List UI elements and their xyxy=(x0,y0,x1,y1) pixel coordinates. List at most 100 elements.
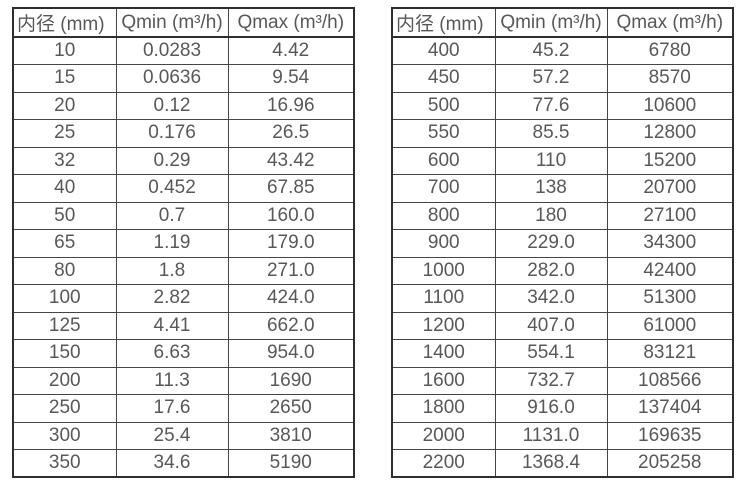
table-row: 700 138 20700 xyxy=(391,174,734,203)
data-cell: 1368.4 xyxy=(494,449,608,478)
data-cell: 1100 xyxy=(391,284,496,313)
data-cell: 400 xyxy=(391,36,496,65)
data-cell: 43.42 xyxy=(227,146,355,175)
table-row: 450 57.2 8570 xyxy=(391,64,734,93)
data-cell: 5190 xyxy=(227,449,355,478)
data-cell: 0.12 xyxy=(115,91,229,120)
table-row: 10 0.0283 4.42 xyxy=(12,36,355,65)
data-cell: 2200 xyxy=(391,449,496,478)
data-cell: 10600 xyxy=(606,91,734,120)
data-cell: 26.5 xyxy=(227,119,355,148)
table-row: 40 0.452 67.85 xyxy=(12,174,355,203)
table-header: 内径 (mm) Qmin (m³/h) Qmax (m³/h) xyxy=(391,7,734,38)
data-cell: 67.85 xyxy=(227,174,355,203)
data-cell: 6.63 xyxy=(115,339,229,368)
table-row: 1400 554.1 83121 xyxy=(391,339,734,368)
data-cell: 1131.0 xyxy=(494,421,608,450)
data-cell: 45.2 xyxy=(494,36,608,65)
table-row: 550 85.5 12800 xyxy=(391,119,734,148)
data-cell: 554.1 xyxy=(494,339,608,368)
data-cell: 16.96 xyxy=(227,91,355,120)
data-cell: 15 xyxy=(12,64,117,93)
column-header: 内径 (mm) xyxy=(12,7,117,38)
table-row: 1600 732.7 108566 xyxy=(391,366,734,395)
table-row: 1100 342.0 51300 xyxy=(391,284,734,313)
data-cell: 6780 xyxy=(606,36,734,65)
table-row: 32 0.29 43.42 xyxy=(12,146,355,175)
data-cell: 0.0636 xyxy=(115,64,229,93)
table-row: 200 11.3 1690 xyxy=(12,366,355,395)
data-cell: 200 xyxy=(12,366,117,395)
table-row: 1200 407.0 61000 xyxy=(391,311,734,340)
data-cell: 900 xyxy=(391,229,496,258)
data-cell: 80 xyxy=(12,256,117,285)
data-cell: 500 xyxy=(391,91,496,120)
data-cell: 407.0 xyxy=(494,311,608,340)
data-cell: 916.0 xyxy=(494,394,608,423)
data-cell: 4.42 xyxy=(227,36,355,65)
data-cell: 2.82 xyxy=(115,284,229,313)
data-cell: 0.7 xyxy=(115,201,229,230)
data-cell: 4.41 xyxy=(115,311,229,340)
table-row: 50 0.7 160.0 xyxy=(12,201,355,230)
table-row: 65 1.19 179.0 xyxy=(12,229,355,258)
data-cell: 17.6 xyxy=(115,394,229,423)
data-cell: 1600 xyxy=(391,366,496,395)
data-cell: 137404 xyxy=(606,394,734,423)
data-cell: 732.7 xyxy=(494,366,608,395)
data-cell: 342.0 xyxy=(494,284,608,313)
data-cell: 300 xyxy=(12,421,117,450)
table-row: 500 77.6 10600 xyxy=(391,91,734,120)
table-row: 900 229.0 34300 xyxy=(391,229,734,258)
data-cell: 0.452 xyxy=(115,174,229,203)
data-cell: 77.6 xyxy=(494,91,608,120)
column-header: 内径 (mm) xyxy=(391,7,496,38)
data-cell: 169635 xyxy=(606,421,734,450)
data-cell: 110 xyxy=(494,146,608,175)
data-cell: 32 xyxy=(12,146,117,175)
data-cell: 179.0 xyxy=(227,229,355,258)
data-cell: 57.2 xyxy=(494,64,608,93)
data-cell: 1000 xyxy=(391,256,496,285)
data-cell: 350 xyxy=(12,449,117,478)
data-cell: 108566 xyxy=(606,366,734,395)
data-cell: 954.0 xyxy=(227,339,355,368)
data-cell: 600 xyxy=(391,146,496,175)
data-cell: 0.29 xyxy=(115,146,229,175)
data-cell: 800 xyxy=(391,201,496,230)
data-cell: 160.0 xyxy=(227,201,355,230)
data-cell: 125 xyxy=(12,311,117,340)
table-row: 25 0.176 26.5 xyxy=(12,119,355,148)
data-cell: 20 xyxy=(12,91,117,120)
data-cell: 424.0 xyxy=(227,284,355,313)
column-header: Qmin (m³/h) xyxy=(115,7,229,38)
data-cell: 40 xyxy=(12,174,117,203)
data-cell: 271.0 xyxy=(227,256,355,285)
data-cell: 229.0 xyxy=(494,229,608,258)
data-cell: 12800 xyxy=(606,119,734,148)
data-cell: 1400 xyxy=(391,339,496,368)
data-cell: 25.4 xyxy=(115,421,229,450)
data-cell: 2650 xyxy=(227,394,355,423)
table-row: 1800 916.0 137404 xyxy=(391,394,734,423)
data-cell: 1800 xyxy=(391,394,496,423)
data-cell: 10 xyxy=(12,36,117,65)
data-cell: 662.0 xyxy=(227,311,355,340)
data-cell: 700 xyxy=(391,174,496,203)
table-row: 1000 282.0 42400 xyxy=(391,256,734,285)
data-cell: 282.0 xyxy=(494,256,608,285)
data-cell: 15200 xyxy=(606,146,734,175)
data-cell: 83121 xyxy=(606,339,734,368)
table-row: 125 4.41 662.0 xyxy=(12,311,355,340)
table-row: 2200 1368.4 205258 xyxy=(391,449,734,478)
table-row: 300 25.4 3810 xyxy=(12,421,355,450)
column-header: Qmax (m³/h) xyxy=(227,7,355,38)
table-row: 20 0.12 16.96 xyxy=(12,91,355,120)
data-cell: 0.0283 xyxy=(115,36,229,65)
data-cell: 150 xyxy=(12,339,117,368)
table-row: 100 2.82 424.0 xyxy=(12,284,355,313)
data-cell: 61000 xyxy=(606,311,734,340)
data-cell: 1.8 xyxy=(115,256,229,285)
table-row: 800 180 27100 xyxy=(391,201,734,230)
table-body: 10 0.0283 4.42 15 0.0636 9.54 20 0.12 16.96 25 0.1… xyxy=(12,36,355,478)
